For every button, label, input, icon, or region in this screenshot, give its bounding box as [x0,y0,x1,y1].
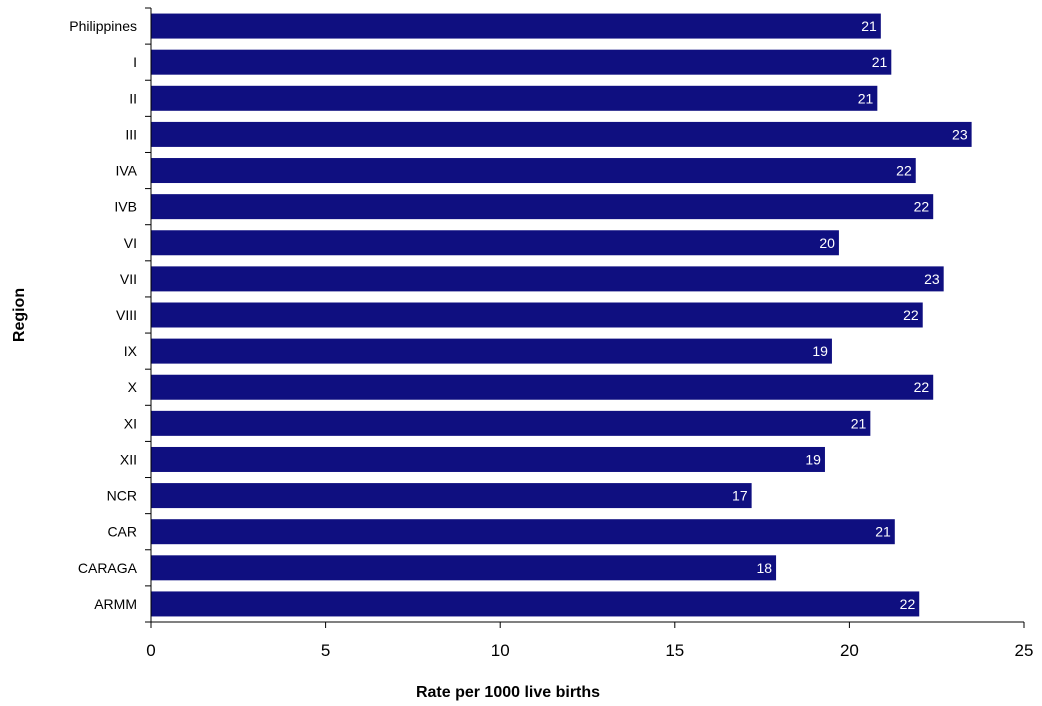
category-label: CAR [107,524,137,540]
bar-ivb [151,194,934,220]
data-label: 19 [812,343,828,359]
x-tick-label: 25 [1015,641,1034,660]
category-label: VI [124,235,137,251]
bar-xi [151,410,871,436]
data-label: 23 [952,126,968,142]
x-tick-label: 0 [146,641,155,660]
bar-vi [151,230,839,256]
category-labels: PhilippinesIIIIIIIVAIVBVIVIIVIIIIXXXIXII… [69,18,137,612]
category-label: ARMM [94,596,137,612]
data-label: 22 [903,307,919,323]
x-tick-label: 10 [491,641,510,660]
category-label: XII [120,451,137,467]
data-label: 20 [819,235,835,251]
bar-xii [151,446,825,472]
data-label: 22 [914,199,930,215]
x-tick-label: 5 [321,641,330,660]
bar-ix [151,338,832,364]
category-label: NCR [107,488,137,504]
data-label: 21 [872,54,888,70]
bar-car [151,519,895,545]
data-label: 18 [756,560,772,576]
data-labels: 21 21 21 23 22 22 20 23 22 19 22 21 19 17 21 18 22 [732,18,968,612]
x-axis-title: Rate per 1000 live births [416,684,600,701]
category-label: II [129,90,137,106]
category-label: VIII [116,307,137,323]
data-label: 22 [914,379,930,395]
data-label: 17 [732,488,748,504]
category-label: I [133,54,137,70]
category-label: CARAGA [78,560,138,576]
category-label: Philippines [69,18,137,34]
x-tick-label: 20 [840,641,859,660]
data-label: 21 [858,90,874,106]
bar-caraga [151,555,777,581]
bar-armm [151,591,920,617]
bar-i [151,49,892,75]
data-label: 21 [851,415,867,431]
bar-philippines [151,13,881,39]
bar-iii [151,121,972,147]
data-label: 22 [900,596,916,612]
data-label: 21 [861,18,877,34]
x-tick-label: 15 [665,641,684,660]
category-label: IX [124,343,138,359]
bar-viii [151,302,923,328]
y-axis-title: Region [11,288,28,342]
bar-iva [151,158,916,184]
category-label: IVB [114,199,137,215]
bar-x [151,374,934,400]
data-label: 19 [805,451,821,467]
category-label: IVA [115,163,137,179]
data-label: 21 [875,524,891,540]
category-label: XI [124,415,137,431]
axes: 0 5 10 15 20 25 [145,7,1034,660]
bars-group [151,13,972,617]
bar-ii [151,85,878,111]
bar-vii [151,266,944,292]
category-label: VII [120,271,137,287]
data-label: 23 [924,271,940,287]
category-label: X [128,379,138,395]
category-label: III [125,126,137,142]
bar-ncr [151,483,752,509]
data-label: 22 [896,163,912,179]
